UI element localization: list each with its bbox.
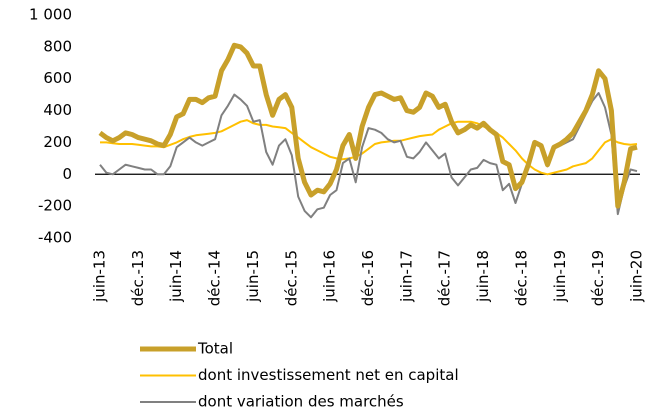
x-tick-label: juin-15	[244, 250, 262, 303]
x-tick-label: juin-20	[628, 250, 646, 303]
y-tick-label: 200	[43, 133, 72, 151]
x-tick-label: juin-13	[91, 250, 109, 303]
series-line	[98, 42, 638, 209]
x-tick-label: déc.-18	[512, 250, 530, 306]
y-tick-label: 800	[43, 37, 72, 55]
x-tick-label: juin-14	[167, 250, 185, 303]
x-tick-label: déc.-17	[436, 250, 454, 306]
y-tick-label: -200	[38, 197, 72, 215]
legend-label: Total	[197, 340, 233, 358]
x-tick-label: déc.-14	[206, 250, 224, 306]
y-tick-label: 0	[62, 165, 72, 183]
legend-label: dont variation des marchés	[198, 393, 404, 411]
x-tick-label: déc.-16	[359, 250, 377, 306]
x-tick-label: déc.-13	[129, 250, 147, 306]
x-tick-label: déc.-19	[589, 250, 607, 306]
x-tick-label: juin-18	[474, 250, 492, 303]
y-tick-label: 600	[43, 69, 72, 87]
y-tick-label: 1 000	[29, 6, 72, 24]
y-tick-label: 400	[43, 101, 72, 119]
legend-label: dont investissement net en capital	[198, 366, 459, 384]
x-tick-label: juin-17	[397, 250, 415, 303]
x-tick-label: déc.-15	[282, 250, 300, 306]
x-tick-label: juin-19	[551, 250, 569, 303]
x-tick-label: juin-16	[321, 250, 339, 303]
y-tick-label: -400	[38, 229, 72, 247]
